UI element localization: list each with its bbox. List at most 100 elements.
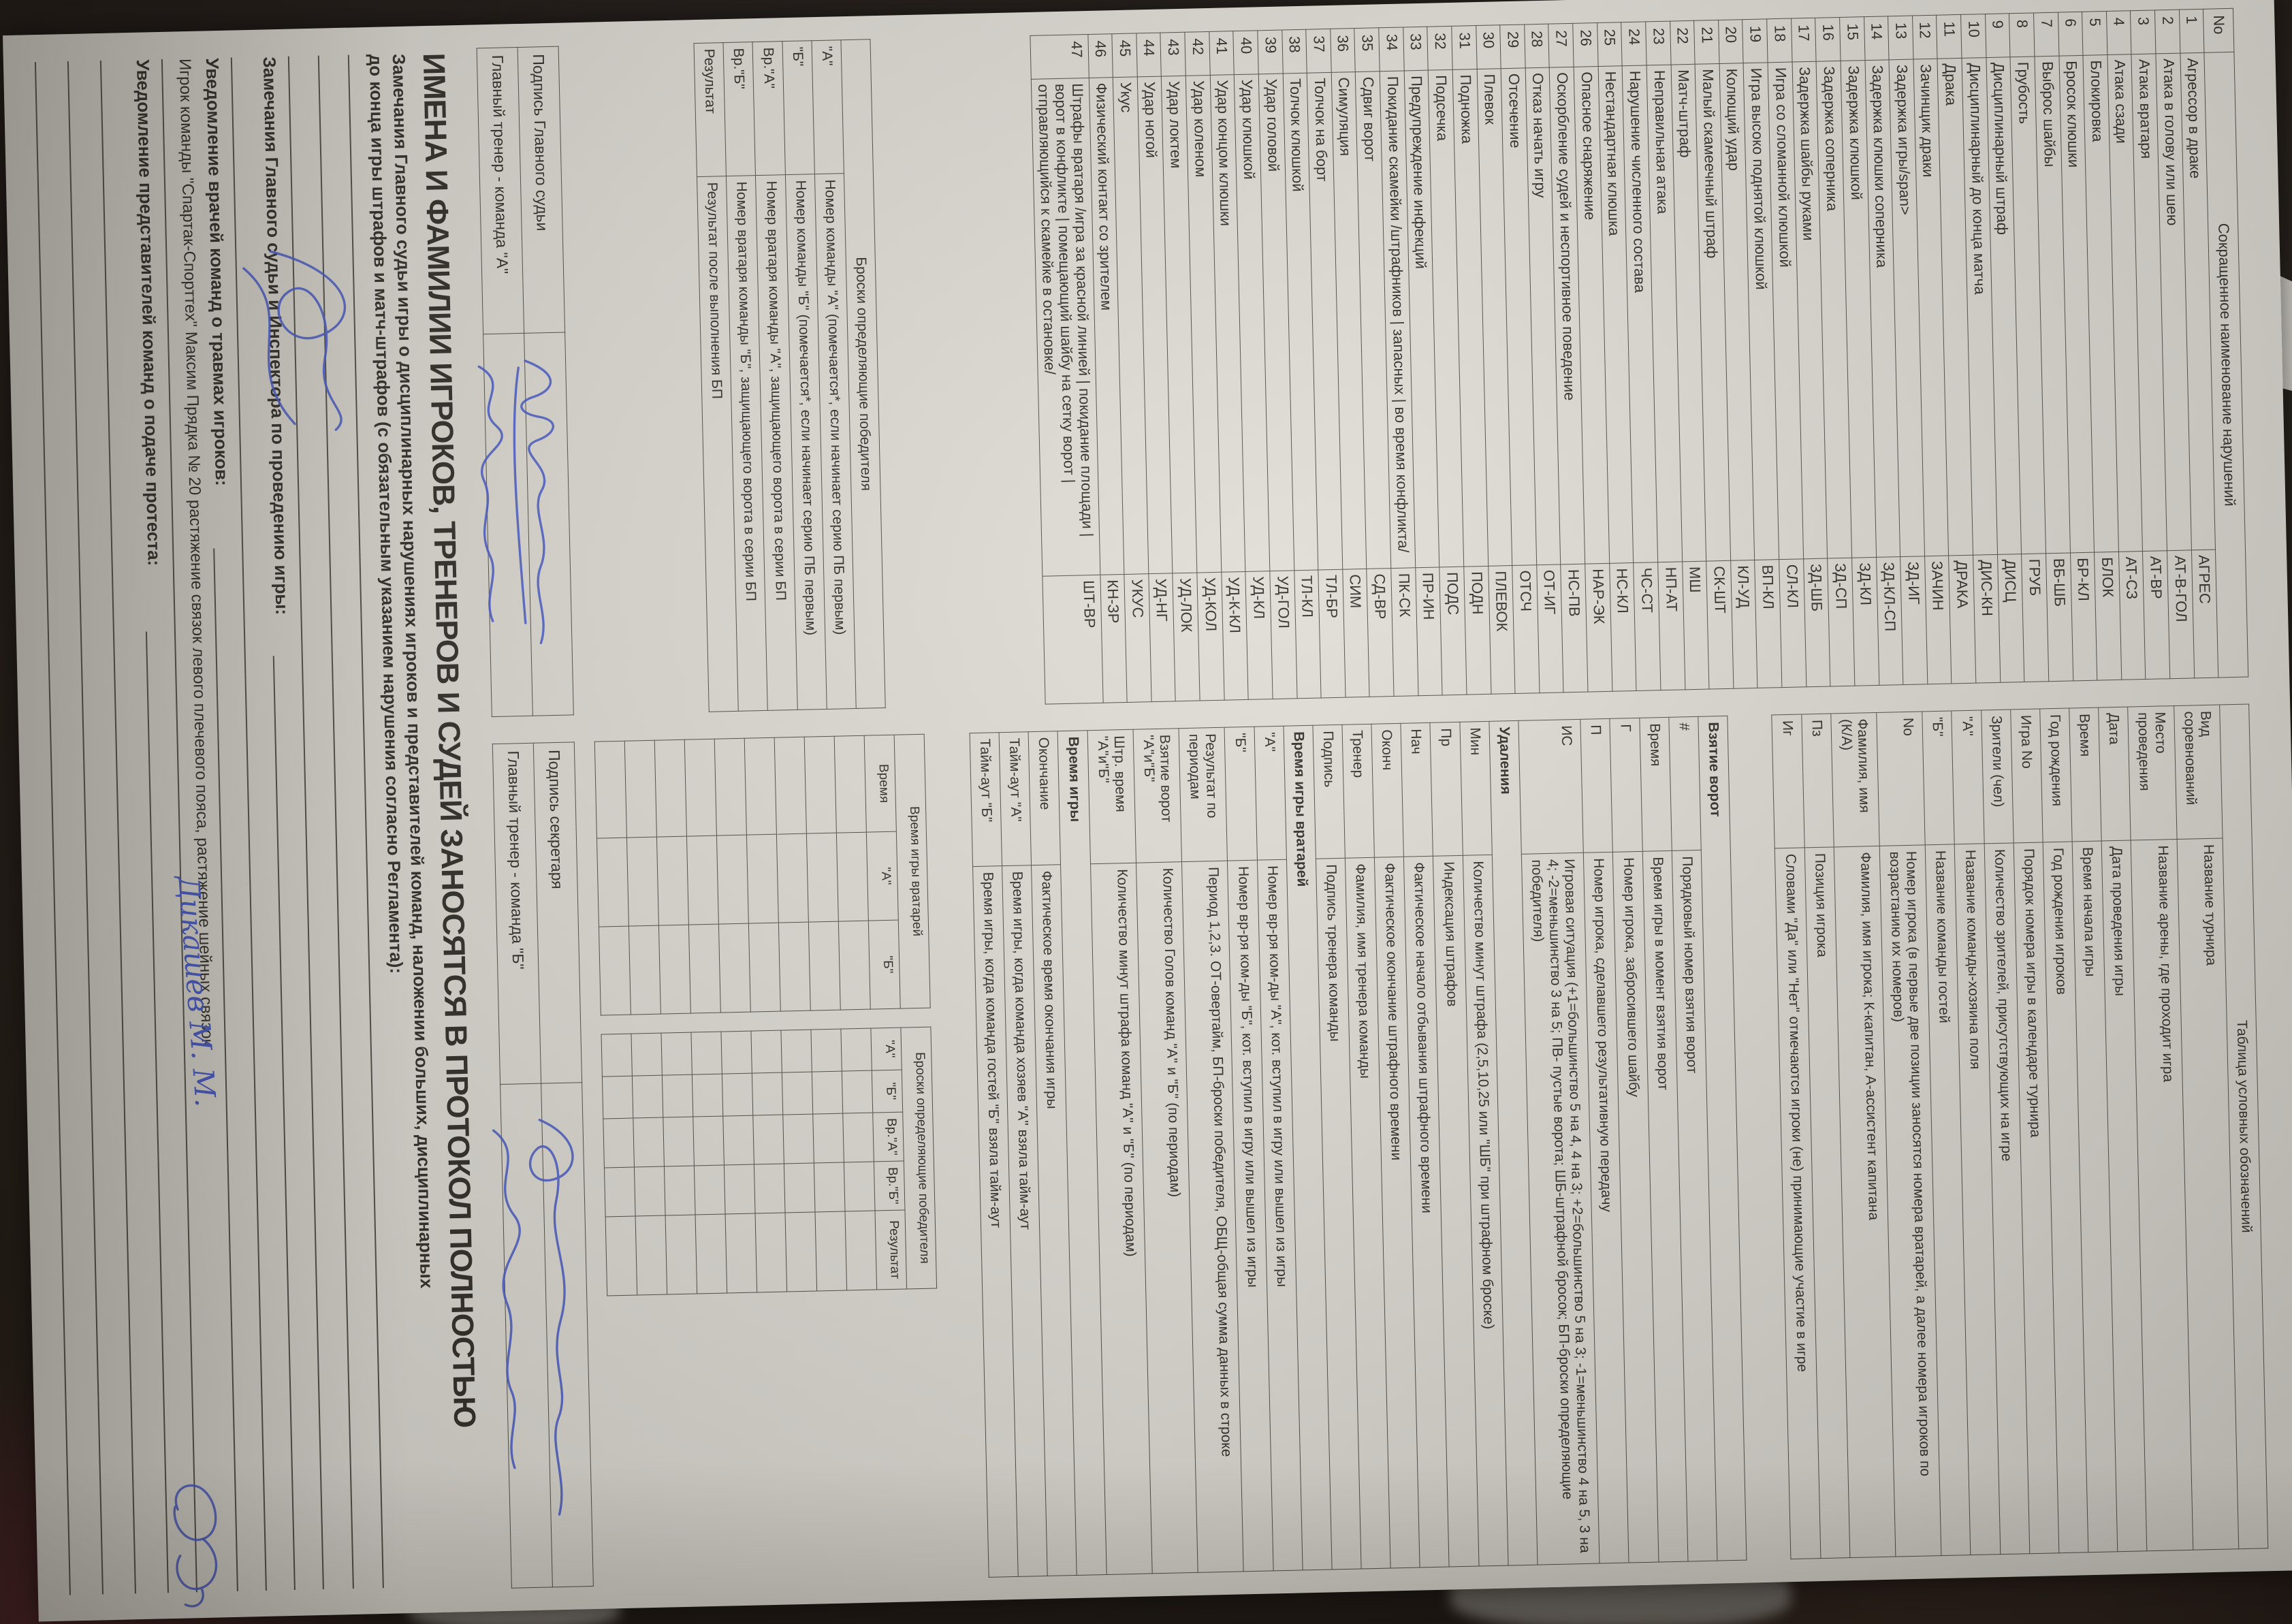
grid-empty-cell: [752, 1072, 783, 1116]
grid-empty-row: [654, 739, 691, 1015]
legend-term: "Б": [1922, 710, 1955, 845]
grid-empty-cell: [776, 833, 809, 923]
grid-empty-cell: [815, 1211, 847, 1292]
shootout-grid: Броски определяющие победителя "А" "Б" Вр."…: [601, 1027, 937, 1296]
grid-colhead-row: Время "А" "Б": [864, 735, 901, 1010]
grid-empty-row: [594, 741, 631, 1016]
legend-term: "Б": [1224, 727, 1258, 861]
violation-abbr: ВП-КЛ: [1755, 559, 1783, 688]
violation-abbr: СК-ШТ: [1706, 560, 1734, 690]
legend-term: "А": [1254, 726, 1287, 861]
legend-term: Результат по периодам: [1179, 727, 1228, 862]
violation-abbr: СД-ВР: [1367, 568, 1395, 697]
grid-empty-cell: [665, 1215, 697, 1295]
grid-empty-cell: [808, 921, 841, 1011]
violation-number: 36: [1330, 28, 1356, 73]
grid-empty-cell: [720, 1031, 752, 1074]
legend-term: "А": [1952, 710, 1984, 844]
ruled-line: [272, 656, 296, 1591]
violation-abbr: КЛ-УД: [1730, 560, 1758, 689]
violation-number: 15: [1839, 16, 1865, 61]
legend-term: Оконч: [1371, 723, 1404, 858]
violation-number: 21: [1693, 20, 1719, 65]
legend-term: ИС: [1518, 719, 1584, 855]
legend-term: Тайм-аут "Б": [970, 732, 1002, 867]
grid-empty-cell: [810, 1029, 842, 1072]
legend-term: Место проведения: [2127, 705, 2177, 841]
legend-term: Игра No: [2010, 709, 2043, 843]
legend-term: Пз: [1801, 713, 1834, 848]
grid-empty-cell: [838, 921, 871, 1010]
grid-empty-row: [750, 1030, 787, 1293]
grid-empty-cell: [594, 741, 627, 839]
grid-empty-row: [804, 736, 841, 1011]
violation-number: 37: [1306, 29, 1332, 74]
violation-number: 34: [1378, 27, 1404, 71]
grid-empty-cell: [624, 740, 657, 838]
violation-abbr: ЧС-СТ: [1634, 562, 1661, 691]
coach-b-signature-ink: [492, 1129, 521, 1469]
grid-empty-cell: [694, 1165, 726, 1215]
shootout-legend-table: Броски определяющие победителя "А" Номер …: [694, 39, 886, 712]
violation-abbr: УД-КОЛ: [1196, 572, 1224, 701]
legend-term: Пр: [1430, 722, 1463, 857]
violation-abbr: ДИСЦ: [1997, 554, 2025, 683]
grid-empty-cell: [725, 1213, 757, 1294]
violation-number: 25: [1597, 22, 1623, 67]
grid-col-header: "А": [870, 1028, 902, 1071]
grid-empty-cell: [782, 1114, 814, 1164]
grid-empty-cell: [752, 1115, 784, 1165]
grid-empty-cell: [754, 1164, 786, 1214]
grid-empty-cell: [684, 739, 717, 837]
violation-abbr: НП-АТ: [1657, 561, 1685, 690]
grid-empty-cell: [656, 836, 689, 926]
grid-empty-cell: [746, 834, 779, 924]
grid-empty-cell: [634, 1166, 666, 1217]
grid-empty-cell: [635, 1215, 667, 1296]
grid-empty-cell: [601, 1034, 633, 1077]
violation-number: 11: [1937, 14, 1962, 59]
violation-number: 14: [1864, 16, 1890, 61]
grid-colhead-row: "А" "Б" Вр."А" Вр."Б" Результат: [870, 1028, 907, 1290]
grid-empty-cell: [605, 1216, 637, 1296]
grid-col-header: "Б": [868, 920, 901, 1010]
violation-abbr: ПЛЕВОК: [1488, 565, 1516, 695]
grid-empty-cell: [755, 1213, 787, 1293]
grid-empty-cell: [840, 1028, 872, 1072]
violation-number: 3: [2130, 10, 2156, 54]
grid-empty-cell: [714, 738, 747, 836]
violation-abbr: МШ: [1682, 561, 1710, 690]
violation-abbr: СИМ: [1342, 569, 1370, 698]
violation-number: 32: [1427, 26, 1453, 71]
violation-abbr: НС-КЛ: [1609, 562, 1637, 692]
violation-abbr: ВБ-ШБ: [2046, 552, 2073, 682]
grid-empty-cell: [748, 923, 781, 1013]
violation-abbr: ШТ-ВР: [1042, 575, 1103, 705]
violation-abbr: ТЛ-БР: [1318, 569, 1346, 698]
violation-number: 12: [1912, 15, 1938, 59]
violation-number: 2: [2154, 10, 2180, 54]
violation-abbr: ЗД-ИГ: [1900, 556, 1928, 685]
legend-term: Подпись: [1312, 725, 1346, 859]
ruled-line: [145, 631, 169, 1593]
violation-number: 9: [1985, 13, 2011, 58]
grid-col-header: "А": [866, 831, 899, 921]
legend-term: Окончание: [1028, 731, 1062, 865]
violation-number: 33: [1403, 27, 1429, 71]
signature-label: Подпись секретаря: [533, 742, 582, 1084]
grid-empty-cell: [806, 833, 839, 923]
violation-number: 18: [1766, 18, 1792, 63]
legend-term: Вр."А": [752, 41, 786, 176]
violation-abbr: УД-ГОЛ: [1269, 570, 1297, 699]
ruled-line: [67, 61, 104, 1595]
grid-col-header: Вр."Б": [874, 1161, 905, 1211]
grid-empty-cell: [804, 736, 837, 834]
grid-empty-row: [834, 735, 871, 1010]
legend-term: "Б": [782, 40, 815, 175]
violation-name: Штрафы вратаря /игра за красной линией |…: [1031, 78, 1100, 577]
violation-number: 42: [1184, 31, 1211, 76]
legend-term: Время: [2069, 707, 2102, 842]
violation-abbr: ГРУБ: [2021, 553, 2049, 682]
violation-abbr: ЗАЧИН: [1924, 555, 1952, 684]
violation-abbr: ДИС-КН: [1973, 554, 2001, 684]
